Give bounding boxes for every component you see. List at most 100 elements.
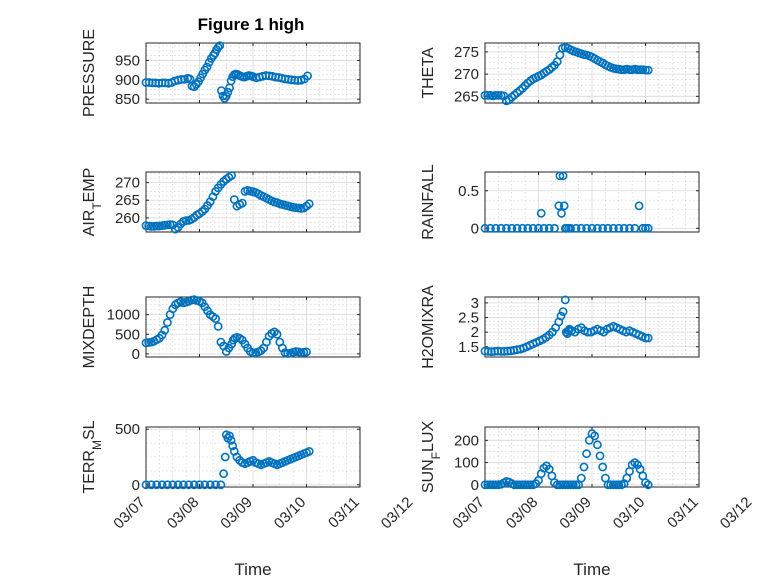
xtick-label: 03/11 xyxy=(664,494,702,532)
subplot-2: 265 270 275 THETA xyxy=(420,42,700,106)
data-point xyxy=(160,325,170,335)
ylabel-8: SUNFLUX xyxy=(420,421,443,494)
data-point xyxy=(205,480,215,490)
data-point xyxy=(633,460,642,470)
data-point xyxy=(576,223,586,233)
data-point xyxy=(641,223,650,233)
ylabel-5: MIXDEPTH xyxy=(81,286,98,369)
data-point xyxy=(173,480,183,490)
ytick-label: 265 xyxy=(454,88,479,105)
data-point xyxy=(534,223,543,233)
data-point xyxy=(491,480,501,490)
data-point xyxy=(606,480,616,490)
data-point xyxy=(638,223,648,233)
xtick-label: 03/07 xyxy=(449,494,488,533)
data-point xyxy=(598,462,608,472)
data-point xyxy=(559,201,569,211)
data-point xyxy=(571,480,581,490)
data-point xyxy=(216,480,226,490)
ylabel-7: TERRMSL xyxy=(81,420,104,493)
data-point xyxy=(168,480,178,490)
data-point xyxy=(566,223,575,233)
xtick-label: 03/08 xyxy=(503,494,542,533)
data-point xyxy=(211,314,220,323)
data-point xyxy=(614,223,624,233)
data-point xyxy=(634,201,644,211)
data-point xyxy=(595,451,605,461)
data-point xyxy=(617,65,626,75)
xtick-label: 03/07 xyxy=(110,494,149,533)
data-point xyxy=(579,462,589,472)
series-markers-8 xyxy=(480,429,653,490)
ytick-label: 3 xyxy=(471,295,479,312)
data-point xyxy=(480,91,490,100)
grid-4 xyxy=(484,171,700,232)
data-point xyxy=(157,330,167,340)
xtick-label: 03/09 xyxy=(217,494,256,533)
data-point xyxy=(152,480,162,490)
ytick-label: 2.5 xyxy=(458,309,479,326)
data-point xyxy=(556,311,566,321)
ylabel-4: RAINFALL xyxy=(420,164,437,240)
xlabel: Time xyxy=(234,560,271,579)
ytick-label: 0 xyxy=(471,220,479,237)
ytick-label: 500 xyxy=(115,326,140,343)
data-point xyxy=(162,480,172,490)
ylabel-2: THETA xyxy=(420,47,437,99)
subplot-5: 0 500 1000 MIXDEPTH xyxy=(81,286,361,369)
data-point xyxy=(590,431,600,441)
data-point xyxy=(555,171,565,181)
ylabel-1: PRESSURE xyxy=(81,29,98,117)
data-point xyxy=(603,480,613,490)
ytick-label: 200 xyxy=(454,432,479,449)
data-point xyxy=(558,171,568,181)
data-point xyxy=(491,91,501,100)
ytick-label: 0 xyxy=(132,477,140,494)
data-point xyxy=(202,62,212,72)
data-point xyxy=(518,223,527,233)
ytick-label: 260 xyxy=(115,210,140,227)
data-point xyxy=(200,480,210,490)
data-point xyxy=(485,223,495,233)
data-point xyxy=(504,95,514,105)
data-point xyxy=(220,452,230,462)
data-point xyxy=(552,480,562,490)
data-point xyxy=(507,223,517,233)
xtick-label: 03/09 xyxy=(556,494,595,533)
ytick-label: 275 xyxy=(454,44,479,61)
data-point xyxy=(157,480,167,490)
data-point xyxy=(491,223,501,233)
data-point xyxy=(582,223,591,233)
data-point xyxy=(571,223,581,233)
ytick-label: 100 xyxy=(454,455,479,472)
data-point xyxy=(211,480,220,490)
ytick-label: 850 xyxy=(115,91,140,108)
data-point xyxy=(593,440,602,450)
ytick-label: 270 xyxy=(454,66,479,83)
xtick-label: 03/10 xyxy=(271,494,310,533)
ytick-label: 500 xyxy=(115,421,140,438)
ylabel-3: AIRTEMP xyxy=(81,168,104,237)
series-markers-5 xyxy=(141,295,311,358)
series-markers-2 xyxy=(480,43,653,106)
data-point xyxy=(643,223,653,233)
subplot-6: 1.522.53 H2OMIXRA xyxy=(420,285,700,369)
data-point xyxy=(643,480,653,490)
data-point xyxy=(619,223,629,233)
data-point xyxy=(593,223,602,233)
data-point xyxy=(184,480,194,490)
data-point xyxy=(141,480,151,490)
data-point xyxy=(558,307,568,316)
data-point xyxy=(146,480,156,490)
ytick-label: 1.5 xyxy=(458,339,479,356)
data-point xyxy=(272,329,282,339)
subplot-7: 0 500 TERRMSL 03/07 03/08 03/09 03/10 03/11 03/1… xyxy=(81,420,416,579)
data-point xyxy=(539,223,549,233)
series-markers-7 xyxy=(141,430,314,490)
data-point xyxy=(302,347,311,357)
series-markers-6 xyxy=(480,295,653,357)
data-point xyxy=(189,82,199,92)
data-point xyxy=(641,333,650,343)
ytick-label: 2 xyxy=(471,324,479,341)
